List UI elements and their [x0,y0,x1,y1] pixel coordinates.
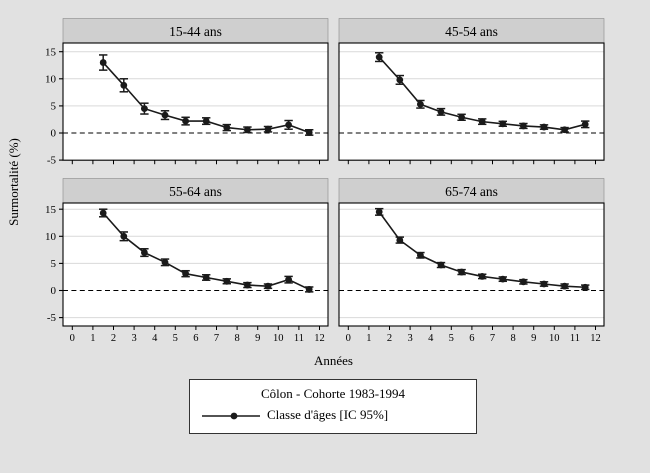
svg-text:8: 8 [510,333,515,344]
svg-text:5: 5 [51,258,57,270]
svg-text:15: 15 [45,204,57,216]
svg-text:12: 12 [590,333,601,344]
svg-text:4: 4 [428,333,434,344]
svg-text:3: 3 [131,333,136,344]
svg-text:11: 11 [294,333,304,344]
svg-text:5: 5 [51,101,57,113]
svg-text:7: 7 [490,333,495,344]
svg-text:6: 6 [469,333,474,344]
svg-text:0: 0 [346,333,351,344]
svg-text:5: 5 [173,333,178,344]
svg-text:0: 0 [70,333,75,344]
svg-text:2: 2 [387,333,392,344]
svg-text:12: 12 [314,333,325,344]
svg-text:2: 2 [111,333,116,344]
svg-text:-5: -5 [47,155,57,167]
svg-text:-5: -5 [47,312,57,324]
svg-text:11: 11 [570,333,580,344]
svg-text:1: 1 [366,333,371,344]
svg-text:6: 6 [193,333,198,344]
svg-text:8: 8 [234,333,239,344]
svg-text:10: 10 [45,73,57,85]
svg-text:10: 10 [273,333,284,344]
svg-text:65-74 ans: 65-74 ans [445,184,498,199]
svg-text:0: 0 [51,128,57,140]
svg-text:4: 4 [152,333,158,344]
svg-text:9: 9 [255,333,260,344]
svg-text:7: 7 [214,333,219,344]
svg-text:15: 15 [45,46,57,58]
svg-text:0: 0 [51,285,57,297]
svg-text:1: 1 [90,333,95,344]
svg-text:10: 10 [549,333,560,344]
svg-text:15-44 ans: 15-44 ans [169,24,222,39]
svg-text:55-64 ans: 55-64 ans [169,184,222,199]
svg-text:3: 3 [407,333,412,344]
svg-text:5: 5 [449,333,454,344]
svg-text:9: 9 [531,333,536,344]
svg-text:10: 10 [45,231,57,243]
svg-text:45-54 ans: 45-54 ans [445,24,498,39]
